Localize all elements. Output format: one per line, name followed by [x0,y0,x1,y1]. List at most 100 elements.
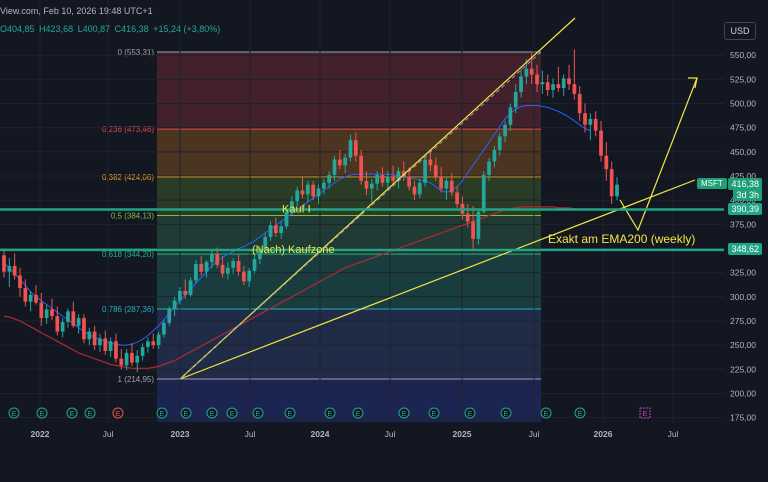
candle-body [210,254,214,263]
candle-body [524,68,529,77]
price-tick-label: 550,00 [730,50,756,60]
upcoming-earnings-marker [639,407,651,419]
candle-body [124,352,129,366]
currency-button[interactable]: USD [724,22,756,40]
candle-body [385,176,390,183]
earnings-marker [428,407,440,419]
candle-body [7,265,12,272]
trendline-shallow [179,179,696,380]
earnings-marker-label: E [432,411,437,418]
earnings-marker [284,407,296,419]
candle-body [615,184,619,197]
candle-body [23,288,28,302]
earnings-marker-label: E [288,411,293,418]
candle-body [476,211,481,239]
candle-body [513,91,518,108]
candle-body [257,250,262,260]
candle-body [140,347,145,356]
candle-body [572,84,577,94]
time-axis-bg [0,424,768,444]
earnings-marker [226,407,238,419]
candle-body [220,264,225,274]
fib-zone [157,254,541,310]
candle-body [273,225,278,234]
countdown-tag: 3d 3h [733,189,762,201]
candle-body [76,318,81,326]
candle-body [604,155,609,170]
candle-body [114,341,118,359]
candle-body [82,318,86,340]
low-value: L400,87 [77,24,111,34]
price-tick-label: 300,00 [730,292,756,302]
earnings-marker-label: E [230,411,235,418]
fibonacci-retracement[interactable]: 0 (553,31) 0,236 (473,46) 0,382 (424,06) 0,… [102,48,541,422]
candle-body [364,180,369,189]
candle-body [135,355,140,363]
earnings-marker-label: E [328,411,333,418]
candle-body [188,280,193,295]
fib-level-label: 0,618 (344,20) [102,250,154,259]
price-axis[interactable]: 550,00525,00500,00475,00450,00425,00400,… [724,0,768,444]
candle-body [583,113,587,125]
earnings-marker-label: E [578,411,583,418]
price-tick-label: 475,00 [730,123,756,133]
level-tag-kauf: 390,39 [728,203,762,215]
ema-slow-line [3,206,591,369]
earnings-marker [84,407,96,419]
candle-body [545,82,550,90]
time-tick-label: 2024 [311,429,330,439]
change-value: +15,24 (+3,80%) [153,24,221,34]
candle-body [497,136,502,150]
candle-body [28,294,33,302]
drawings[interactable]: Kauf I (Nach) Kaufzone Exakt am EMA200 (we… [0,17,724,380]
candle-body [151,341,156,346]
candle-body [609,169,614,197]
candle-body [556,84,561,89]
time-tick-label: Jul [385,429,396,439]
price-tick-label: 275,00 [730,316,756,326]
candle-body [215,254,220,265]
candle-body [449,180,454,193]
candle-body [519,76,523,92]
candle-body [284,211,289,227]
earnings-marker [352,407,364,419]
symbol-tag: MSFT [697,178,727,189]
earnings-marker-label: E [210,411,215,418]
price-axis-bg [724,0,768,444]
time-tick-label: 2022 [31,429,50,439]
candle-body [55,316,60,332]
candle-body [471,221,475,239]
annotation-text: Exakt am EMA200 (weekly) [548,232,695,246]
candle-body [162,322,166,335]
close-value: C416,38 [114,24,149,34]
candle-body [561,78,566,89]
price-tick-label: 525,00 [730,74,756,84]
candle-body [60,321,65,332]
candle-body [167,309,172,323]
fib-level-label: 1 (214,95) [118,375,155,384]
candle-body [428,159,433,166]
price-tick-label: 175,00 [730,413,756,423]
candle-body [108,341,113,351]
earnings-marker [36,407,48,419]
trendline-steep [179,17,576,380]
price-tick-label: 375,00 [730,219,756,229]
candle-body [540,82,545,85]
earnings-marker-label: E [356,411,361,418]
fib-level-label: 0,786 (287,36) [102,305,154,314]
earnings-marker-label: E [116,411,121,418]
candle-body [156,334,161,346]
fib-level-label: 0 (553,31) [118,48,155,57]
time-tick-label: Jul [668,429,679,439]
candle-body [508,107,513,125]
time-axis[interactable]: 2022 Jul 2023 Jul 2024 Jul 2025 Jul 2026 Jul [0,424,768,444]
fib-level-label: 0,236 (473,46) [102,125,154,134]
earnings-marker-label: E [160,411,165,418]
candle-body [503,124,507,137]
candle-body [204,262,209,272]
candle-body [567,78,571,85]
earnings-marker [8,407,20,419]
candle-body [194,263,198,281]
